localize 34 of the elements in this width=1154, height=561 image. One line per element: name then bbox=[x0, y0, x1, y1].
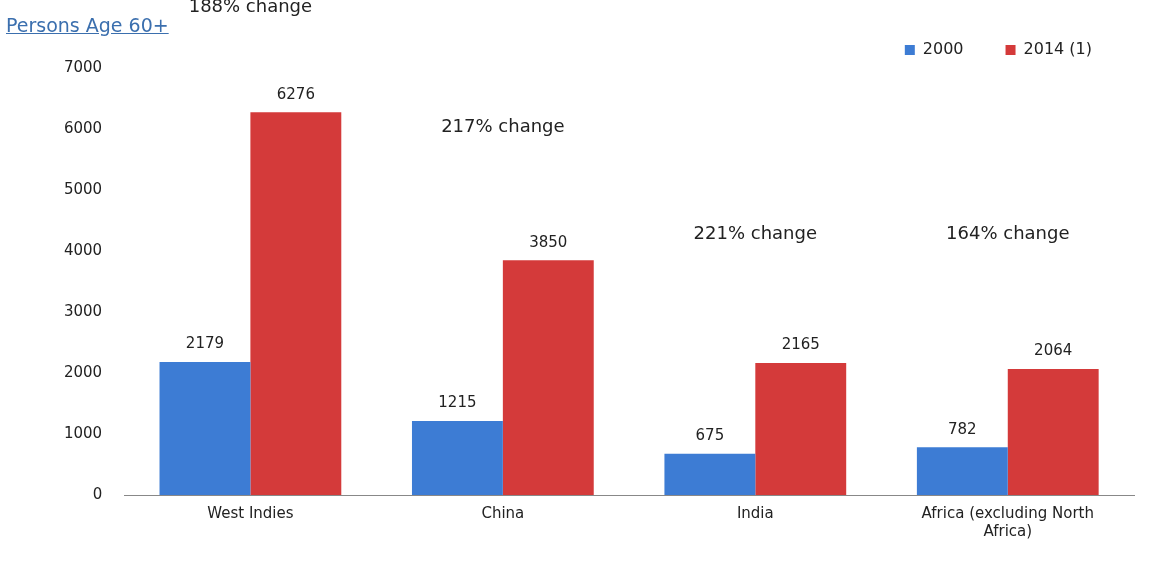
y-tick-label: 6000 bbox=[63, 118, 103, 137]
annotation: 217% change bbox=[441, 114, 565, 136]
data-label: 2179 bbox=[185, 334, 225, 353]
bar bbox=[411, 420, 503, 495]
annotation: 221% change bbox=[693, 221, 818, 243]
x-tick-label: China bbox=[481, 503, 525, 522]
legend-label: 2014 (1) bbox=[1023, 39, 1092, 59]
bar bbox=[159, 362, 251, 495]
y-tick-label: 5000 bbox=[63, 179, 103, 198]
x-tick-label: West Indies bbox=[207, 503, 294, 522]
y-tick-label: 2000 bbox=[63, 362, 103, 381]
x-tick-label: Africa (excluding North Africa) bbox=[921, 503, 1094, 540]
bar bbox=[1007, 369, 1099, 495]
data-label: 782 bbox=[948, 419, 977, 438]
x-tick-label: India bbox=[736, 503, 774, 522]
bar bbox=[502, 260, 594, 495]
y-tick-label: 7000 bbox=[63, 57, 103, 76]
data-label: 1215 bbox=[438, 393, 477, 412]
y-tick-label: 0 bbox=[92, 484, 103, 503]
bar bbox=[916, 447, 1008, 495]
legend-label: 2000 bbox=[922, 39, 964, 59]
data-label: 675 bbox=[695, 426, 725, 445]
y-tick-label: 3000 bbox=[63, 301, 103, 320]
chart-title: Persons Age 60+ bbox=[6, 14, 169, 36]
bar bbox=[664, 453, 756, 495]
bar bbox=[755, 362, 847, 495]
data-label: 6276 bbox=[276, 84, 315, 103]
data-label: 2064 bbox=[1034, 341, 1073, 360]
bar bbox=[250, 112, 342, 495]
annotation: 164% change bbox=[946, 221, 1070, 243]
data-label: 2165 bbox=[781, 335, 820, 354]
y-tick-label: 1000 bbox=[63, 423, 103, 442]
data-label: 3850 bbox=[529, 232, 568, 251]
y-tick-label: 4000 bbox=[63, 240, 103, 259]
